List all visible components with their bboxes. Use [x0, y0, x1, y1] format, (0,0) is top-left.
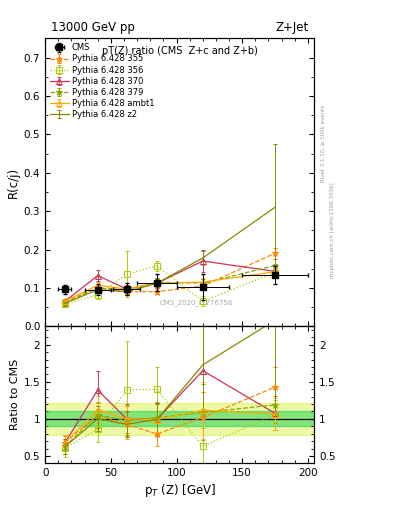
Text: mcplots.cern.ch [arXiv:1306.3436]: mcplots.cern.ch [arXiv:1306.3436] [330, 183, 335, 278]
X-axis label: p$_T$ (Z) [GeV]: p$_T$ (Z) [GeV] [144, 482, 216, 499]
Text: Z+Jet: Z+Jet [276, 21, 309, 34]
Text: CMS_2020_I1776758: CMS_2020_I1776758 [159, 300, 233, 306]
Legend: CMS, Pythia 6.428 355, Pythia 6.428 356, Pythia 6.428 370, Pythia 6.428 379, Pyt: CMS, Pythia 6.428 355, Pythia 6.428 356,… [48, 42, 156, 120]
Text: 13000 GeV pp: 13000 GeV pp [51, 21, 134, 34]
Text: pT(Z) ratio (CMS  Z+c and Z+b): pT(Z) ratio (CMS Z+c and Z+b) [102, 46, 258, 56]
Y-axis label: Ratio to CMS: Ratio to CMS [9, 359, 20, 431]
Text: Rivet 3.1.10, ≥ 100k events: Rivet 3.1.10, ≥ 100k events [320, 105, 325, 182]
Y-axis label: R(c/j): R(c/j) [7, 167, 20, 198]
